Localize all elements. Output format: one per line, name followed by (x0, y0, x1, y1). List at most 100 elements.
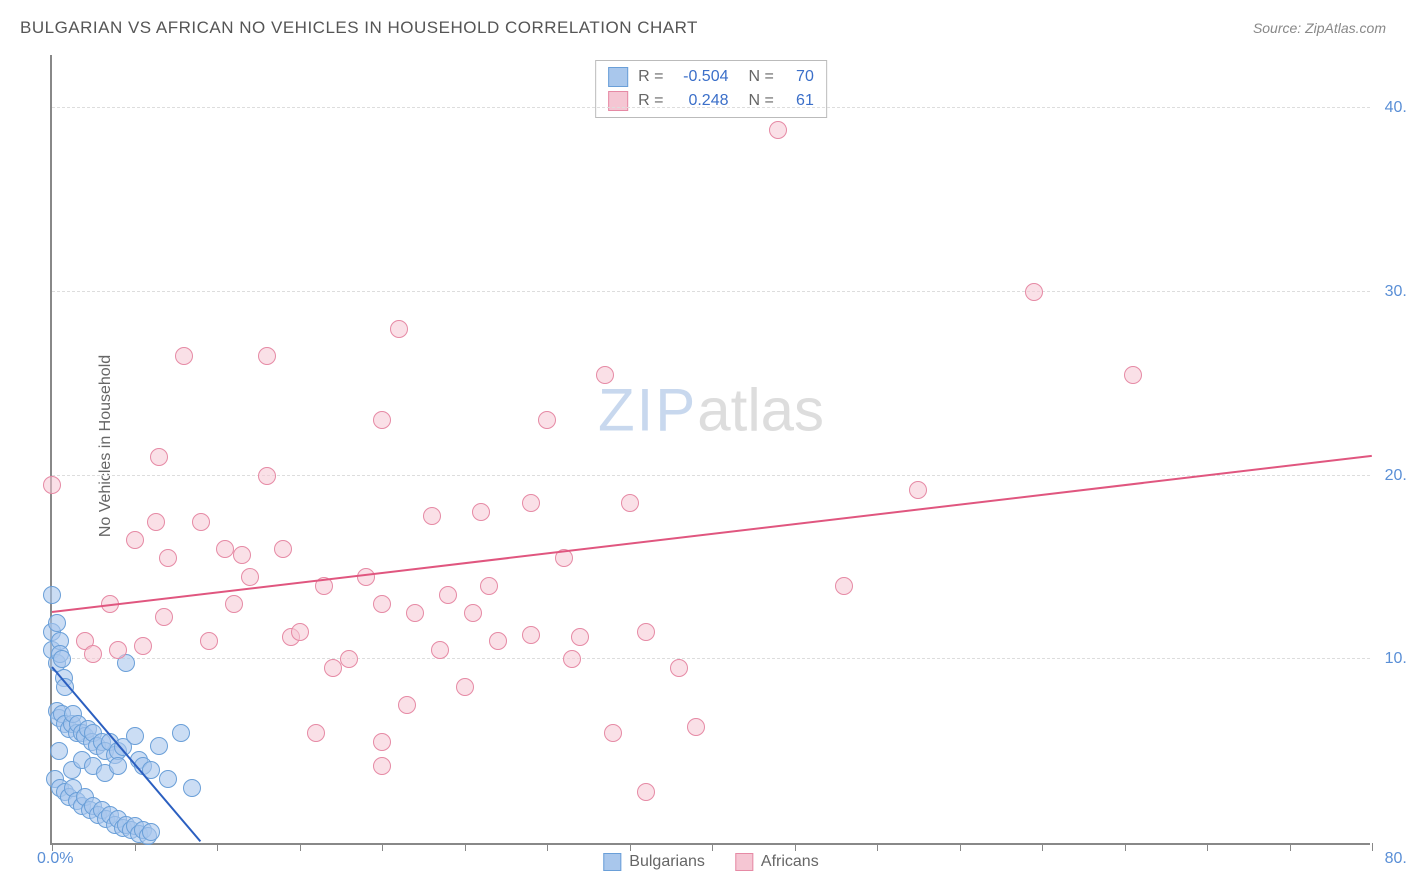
y-tick-label: 40.0% (1385, 99, 1406, 117)
x-tick (382, 843, 383, 851)
data-point (835, 577, 853, 595)
stats-legend: R = -0.504 N = 70 R =0.248N =61 (595, 60, 827, 118)
data-point (147, 513, 165, 531)
x-tick (960, 843, 961, 851)
data-point (307, 724, 325, 742)
data-point (398, 696, 416, 714)
data-point (670, 659, 688, 677)
trend-line (52, 455, 1372, 613)
data-point (258, 347, 276, 365)
data-point (538, 411, 556, 429)
data-point (456, 678, 474, 696)
data-point (406, 604, 424, 622)
data-point (172, 724, 190, 742)
data-point (439, 586, 457, 604)
data-point (183, 779, 201, 797)
data-point (431, 641, 449, 659)
watermark-atlas: atlas (697, 376, 824, 443)
data-point (604, 724, 622, 742)
data-point (522, 626, 540, 644)
legend-n-label: N = (749, 68, 774, 86)
data-point (373, 411, 391, 429)
series-legend: Bulgarians Africans (603, 853, 818, 871)
x-tick-label-max: 80.0% (1385, 850, 1406, 868)
data-point (687, 718, 705, 736)
watermark-zip: ZIP (598, 376, 697, 443)
series-legend-item: Bulgarians (603, 853, 705, 871)
legend-swatch (603, 853, 621, 871)
data-point (637, 623, 655, 641)
data-point (373, 757, 391, 775)
x-tick (630, 843, 631, 851)
data-point (134, 637, 152, 655)
legend-row: R =0.248N =61 (608, 89, 814, 113)
data-point (522, 494, 540, 512)
data-point (274, 540, 292, 558)
x-tick (1290, 843, 1291, 851)
data-point (258, 467, 276, 485)
x-tick (300, 843, 301, 851)
gridline-h (52, 475, 1370, 476)
data-point (489, 632, 507, 650)
data-point (340, 650, 358, 668)
data-point (571, 628, 589, 646)
legend-row: R = -0.504 N = 70 (608, 65, 814, 89)
data-point (390, 320, 408, 338)
data-point (373, 733, 391, 751)
x-tick (52, 843, 53, 851)
data-point (200, 632, 218, 650)
x-tick (465, 843, 466, 851)
data-point (1025, 283, 1043, 301)
data-point (192, 513, 210, 531)
data-point (159, 549, 177, 567)
y-tick-label: 30.0% (1385, 283, 1406, 301)
data-point (150, 737, 168, 755)
data-point (241, 568, 259, 586)
data-point (423, 507, 441, 525)
legend-n-value: 70 (784, 68, 814, 86)
chart-container: BULGARIAN VS AFRICAN NO VEHICLES IN HOUS… (0, 0, 1406, 892)
data-point (126, 727, 144, 745)
data-point (373, 595, 391, 613)
x-tick (135, 843, 136, 851)
data-point (43, 476, 61, 494)
data-point (324, 659, 342, 677)
data-point (637, 783, 655, 801)
data-point (159, 770, 177, 788)
data-point (126, 531, 144, 549)
x-tick (217, 843, 218, 851)
x-tick (547, 843, 548, 851)
gridline-h (52, 658, 1370, 659)
x-tick (712, 843, 713, 851)
source-label: Source: ZipAtlas.com (1253, 20, 1386, 36)
y-tick-label: 20.0% (1385, 467, 1406, 485)
data-point (464, 604, 482, 622)
title-bar: BULGARIAN VS AFRICAN NO VEHICLES IN HOUS… (20, 18, 1386, 38)
x-tick (877, 843, 878, 851)
data-point (216, 540, 234, 558)
plot-area: ZIPatlas R =-0.504N =70R =0.248N =61 Bul… (50, 55, 1370, 845)
x-tick (1125, 843, 1126, 851)
data-point (53, 650, 71, 668)
data-point (563, 650, 581, 668)
chart-title: BULGARIAN VS AFRICAN NO VEHICLES IN HOUS… (20, 18, 698, 38)
x-tick-label-min: 0.0% (37, 850, 73, 868)
x-tick (1207, 843, 1208, 851)
watermark: ZIPatlas (598, 375, 824, 444)
data-point (1124, 366, 1142, 384)
series-legend-label: Africans (761, 853, 819, 871)
data-point (472, 503, 490, 521)
data-point (233, 546, 251, 564)
data-point (225, 595, 243, 613)
data-point (480, 577, 498, 595)
series-legend-item: Africans (735, 853, 819, 871)
data-point (43, 586, 61, 604)
legend-r-label: R = (638, 68, 663, 86)
data-point (142, 823, 160, 841)
x-tick (1042, 843, 1043, 851)
legend-r-value: -0.504 (674, 68, 729, 86)
data-point (909, 481, 927, 499)
data-point (769, 121, 787, 139)
data-point (109, 757, 127, 775)
data-point (596, 366, 614, 384)
